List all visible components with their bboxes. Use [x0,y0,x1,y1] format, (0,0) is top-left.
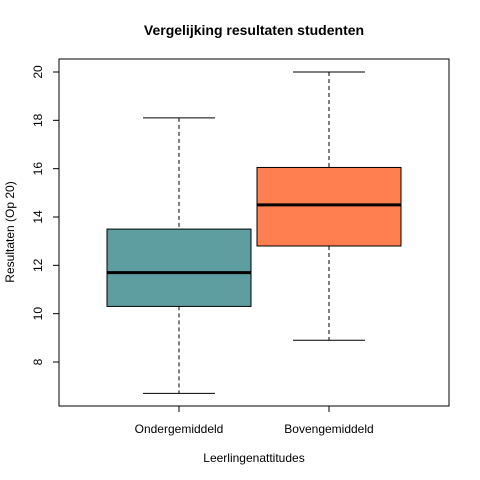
y-tick-label: 8 [31,358,45,365]
chart-title: Vergelijking resultaten studenten [144,22,364,38]
y-axis-label: Resultaten (Op 20) [3,181,17,282]
y-tick-label: 16 [31,162,45,176]
y-axis: 8 10 12 14 16 18 20 [31,65,59,365]
y-tick-label: 18 [31,113,45,127]
boxes [106,71,402,394]
plot-frame [58,58,450,407]
x-tick-label: Bovengemiddeld [284,422,373,436]
y-tick-label: 12 [31,258,45,272]
box-ondergemiddeld [106,117,252,394]
iqr-box [106,228,252,307]
y-tick-label: 20 [31,65,45,79]
y-tick-label: 14 [31,210,45,224]
x-tick-label: Ondergemiddeld [135,422,224,436]
box-bovengemiddeld [256,71,402,341]
x-axis-label: Leerlingenattitudes [203,451,304,465]
iqr-box [256,166,402,247]
x-axis: Ondergemiddeld Bovengemiddeld [135,406,374,436]
y-tick-label: 10 [31,307,45,321]
